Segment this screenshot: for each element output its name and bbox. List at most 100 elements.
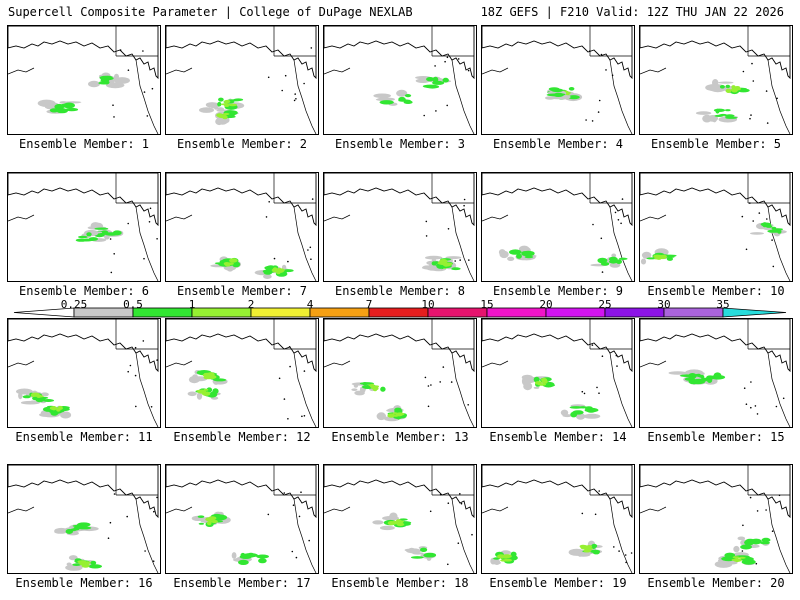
scp-shading — [72, 563, 81, 566]
scp-shading — [717, 81, 734, 84]
legend-tick-label: 30 — [657, 298, 671, 311]
map-svg — [640, 465, 791, 573]
legend-swatch — [309, 307, 370, 318]
scp-shading — [396, 89, 408, 97]
island — [287, 418, 289, 420]
political-border — [451, 498, 475, 573]
scp-shading — [398, 96, 406, 102]
island — [611, 74, 614, 77]
island — [743, 387, 746, 389]
scp-shading — [275, 269, 284, 273]
scp-shading — [213, 378, 227, 382]
scp-shading — [616, 259, 622, 264]
legend-tick-label: 0.25 — [60, 298, 88, 311]
scp-shading — [88, 80, 100, 88]
scp-shading — [450, 267, 461, 271]
political-border — [640, 360, 667, 368]
scp-shading — [733, 545, 740, 553]
map-svg — [166, 26, 317, 134]
scp-shading — [499, 250, 509, 259]
scp-shading — [567, 95, 580, 100]
political-border — [767, 59, 791, 134]
scp-shading — [509, 249, 522, 255]
island — [439, 381, 441, 383]
island — [301, 415, 303, 418]
island — [425, 235, 428, 237]
island — [268, 201, 270, 203]
island — [457, 542, 460, 544]
island — [620, 222, 622, 225]
scp-shading — [233, 98, 244, 101]
scp-shading — [35, 397, 45, 403]
island — [288, 346, 291, 348]
scp-field — [191, 511, 269, 565]
scp-shading — [713, 372, 722, 378]
island — [624, 554, 627, 556]
political-border — [8, 67, 35, 75]
scp-shading — [724, 109, 731, 112]
scp-field — [490, 540, 603, 565]
scp-shading — [741, 559, 756, 565]
scp-shading — [380, 386, 386, 392]
scp-shading — [377, 94, 386, 98]
scp-shading — [399, 518, 408, 521]
scp-shading — [77, 560, 84, 564]
island — [766, 218, 768, 220]
political-border — [609, 206, 633, 281]
island — [281, 89, 283, 92]
island — [444, 60, 446, 63]
island — [311, 198, 314, 200]
island — [741, 215, 744, 218]
map-svg — [640, 319, 791, 427]
island — [303, 370, 306, 372]
map-svg — [8, 173, 159, 281]
political-border — [640, 67, 667, 75]
member-caption: Ensemble Member: 2 — [176, 137, 308, 151]
scp-shading — [718, 113, 728, 116]
scp-field — [498, 245, 628, 268]
scp-field — [521, 374, 601, 420]
scp-shading — [694, 378, 710, 381]
island — [463, 204, 465, 207]
ensemble-map-panel — [7, 25, 161, 135]
map-svg — [324, 465, 475, 573]
map-svg — [324, 173, 475, 281]
map-svg — [166, 465, 317, 573]
island — [446, 104, 448, 107]
scp-shading — [712, 116, 717, 123]
island — [287, 260, 289, 263]
map-svg — [166, 319, 317, 427]
scp-field — [16, 388, 72, 419]
island — [308, 539, 310, 542]
scp-shading — [98, 81, 110, 85]
island — [614, 211, 617, 214]
island — [127, 69, 130, 71]
island — [303, 415, 306, 417]
island — [752, 220, 754, 222]
island — [625, 561, 627, 564]
scp-shading — [56, 407, 61, 412]
legend-tick-label: 10 — [421, 298, 435, 311]
scp-shading — [589, 549, 601, 553]
island — [295, 98, 297, 100]
island — [750, 381, 752, 383]
scp-shading — [569, 406, 583, 409]
island — [430, 384, 432, 386]
scp-shading — [426, 77, 435, 82]
scp-shading — [646, 257, 656, 260]
island — [605, 69, 607, 71]
political-border — [767, 352, 791, 427]
island — [600, 237, 603, 240]
scp-shading — [666, 257, 673, 261]
legend-tick-label: 15 — [480, 298, 494, 311]
island — [585, 119, 587, 121]
island — [598, 392, 600, 394]
scp-field — [545, 87, 583, 102]
scp-shading — [668, 371, 687, 375]
island — [143, 91, 146, 93]
scp-shading — [104, 232, 119, 236]
scp-shading — [203, 372, 211, 375]
island — [284, 74, 287, 77]
scp-shading — [584, 407, 599, 413]
scp-shading — [750, 538, 762, 545]
